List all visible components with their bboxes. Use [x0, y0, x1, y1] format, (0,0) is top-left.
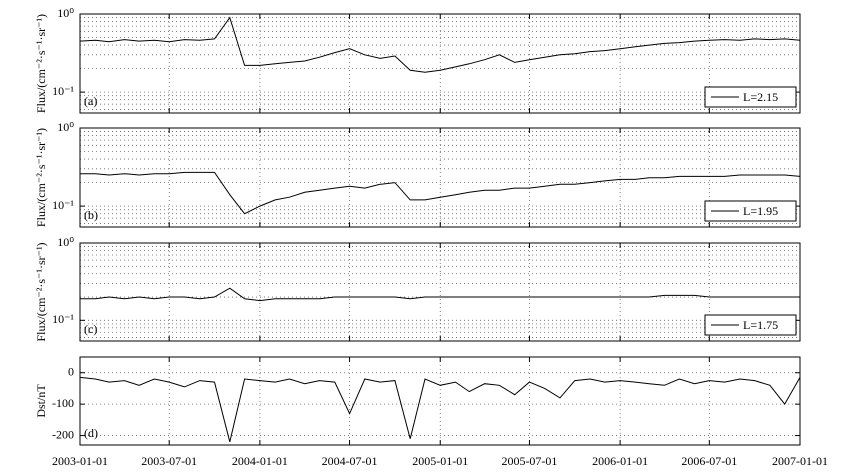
legend-box [704, 86, 797, 108]
x-tick-label: 2003-01-01 [52, 454, 108, 468]
panel-label: (b) [84, 208, 98, 222]
legend-box [704, 314, 797, 336]
x-tick-label: 2006-07-01 [681, 454, 737, 468]
y-tick-label: 10⁰ [57, 6, 74, 20]
x-tick-label: 2003-07-01 [141, 454, 197, 468]
x-tick-label: 2005-01-01 [412, 454, 468, 468]
y-tick-label: 10⁰ [57, 120, 74, 134]
legend-label: L=1.75 [743, 318, 778, 332]
legend-label: L=2.15 [743, 90, 778, 104]
plot-frame [79, 13, 801, 114]
y-axis-label: Flux/(cm⁻²·s⁻¹·sr⁻¹) [34, 14, 48, 113]
y-tick-label: 10⁻¹ [52, 198, 74, 212]
y-tick-label: 10⁻¹ [52, 84, 74, 98]
data-line [79, 16, 801, 73]
y-axis-label: Flux/(cm⁻²·s⁻¹·sr⁻¹) [34, 242, 48, 341]
x-tick-label: 2004-01-01 [232, 454, 288, 468]
x-tick-label: 2004-07-01 [322, 454, 378, 468]
legend-label: L=1.95 [743, 204, 778, 218]
legend-box [704, 200, 797, 222]
plot-frame [79, 127, 801, 228]
y-tick-label: -200 [52, 427, 74, 441]
data-line [79, 376, 801, 443]
panel-label: (d) [84, 426, 98, 440]
x-tick-label: 2005-07-01 [501, 454, 557, 468]
data-line [80, 287, 800, 302]
y-tick-label: 10⁻¹ [52, 312, 74, 326]
y-axis-label: Flux/(cm⁻²·s⁻¹·sr⁻¹) [34, 128, 48, 227]
y-tick-label: 0 [68, 364, 74, 378]
y-axis-label: Dst/nT [34, 384, 48, 418]
y-tick-label: -100 [52, 396, 74, 410]
x-tick-label: 2006-01-01 [592, 454, 648, 468]
y-tick-label: 10⁰ [57, 235, 74, 249]
panel-label: (c) [84, 322, 97, 336]
panel-label: (a) [84, 94, 97, 108]
data-line [80, 171, 801, 215]
x-tick-label: 2007-01-01 [772, 454, 828, 468]
plot-frame [79, 242, 801, 342]
plot-frame [79, 356, 801, 446]
